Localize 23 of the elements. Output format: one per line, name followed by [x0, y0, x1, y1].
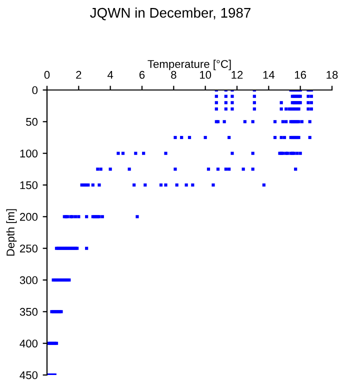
- x-tick-label: 14: [263, 71, 275, 79]
- chart-title: JQWN in December, 1987: [90, 8, 250, 20]
- x-tick-label: 4: [108, 71, 114, 79]
- y-tick-label: 350: [20, 308, 38, 316]
- y-tick-label: 250: [20, 244, 38, 252]
- x-tick-label: 0: [44, 70, 50, 79]
- x-tick-label: 6: [139, 70, 145, 79]
- x-tick-label: 8: [171, 70, 176, 79]
- y-tick-label: 50: [26, 118, 38, 126]
- y-axis-title: Depth [m]: [6, 209, 17, 256]
- x-tick-label: 10: [200, 70, 212, 79]
- y-tick-label: 400: [20, 340, 38, 348]
- y-tick-label: 0: [32, 86, 38, 94]
- x-tick-label: 12: [232, 70, 243, 79]
- x-tick-label: 18: [326, 70, 338, 79]
- x-axis-title: Temperature [°C]: [148, 60, 231, 70]
- y-tick-label: 300: [20, 276, 38, 284]
- x-tick-label: 16: [295, 70, 306, 79]
- y-tick-label: 150: [20, 181, 38, 190]
- x-tick-label: 2: [76, 70, 82, 79]
- y-tick-label: 450: [20, 371, 38, 380]
- y-tick-label: 100: [20, 150, 38, 158]
- y-tick-label: 200: [20, 212, 38, 221]
